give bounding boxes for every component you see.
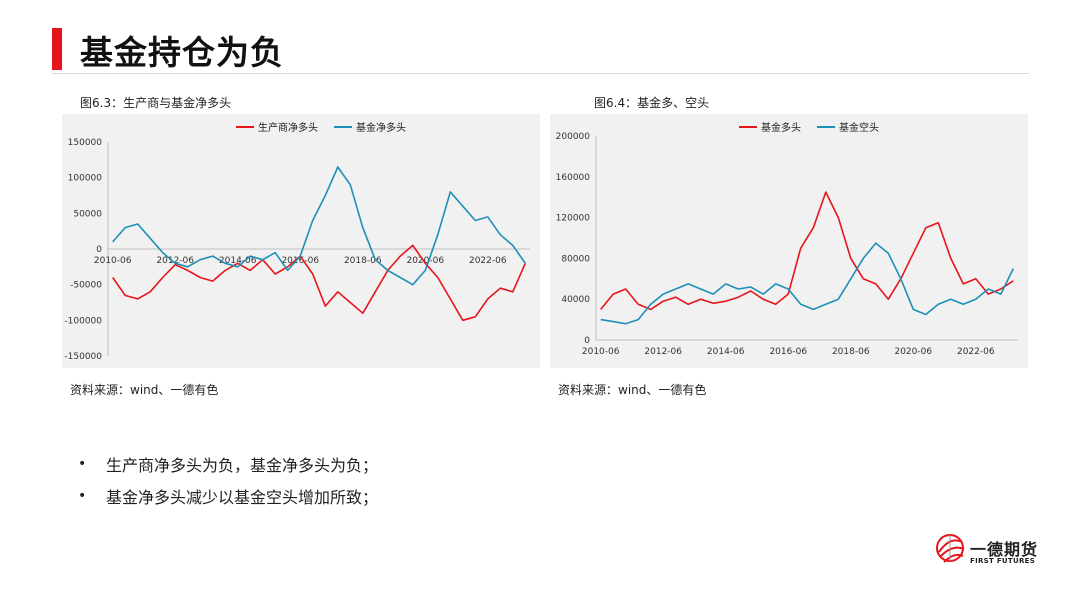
series-line: [600, 191, 1014, 311]
bullet-text: 基金净多头减少以基金空头增加所致；: [106, 488, 379, 507]
y-tick-label: 50000: [73, 209, 102, 219]
x-tick-label: 2018-06: [344, 256, 382, 266]
legend-label: 基金多头: [761, 121, 801, 134]
x-tick-label: 2014-06: [707, 347, 745, 357]
page-title: 基金持仓为负: [80, 33, 284, 72]
x-tick-label: 2020-06: [894, 347, 932, 357]
bullet-list: • 生产商净多头为负，基金净多头为负； • 基金净多头减少以基金空头增加所致；: [78, 448, 378, 512]
x-tick-label: 2014-06: [219, 256, 257, 266]
x-tick-label: 2022-06: [469, 256, 507, 266]
x-tick-label: 2010-06: [582, 347, 620, 357]
series-line: [600, 242, 1015, 325]
series-line: [112, 244, 527, 322]
y-tick-label: 0: [584, 336, 590, 346]
bullet-item: • 生产商净多头为负，基金净多头为负；: [78, 448, 378, 480]
x-tick-label: 2020-06: [406, 256, 444, 266]
y-tick-label: 200000: [556, 132, 591, 142]
x-tick-label: 2012-06: [156, 256, 194, 266]
x-tick-label: 2018-06: [832, 347, 870, 357]
x-tick-label: 2010-06: [94, 256, 132, 266]
y-tick-label: 150000: [68, 138, 103, 148]
bullet-dot-icon: •: [78, 488, 87, 504]
logo-chinese-name: 一德期货: [970, 540, 1039, 559]
y-tick-label: -50000: [70, 281, 102, 291]
logo-globe-icon: [936, 534, 965, 563]
y-tick-label: 40000: [561, 295, 590, 305]
y-tick-label: 0: [96, 245, 102, 255]
y-tick-label: 160000: [556, 173, 591, 183]
y-tick-label: -100000: [64, 316, 102, 326]
legend-label: 生产商净多头: [258, 121, 318, 134]
right-chart-source: 资料来源：wind、一德有色: [558, 383, 707, 397]
title-accent-bar: [52, 28, 62, 70]
right-chart-caption: 图6.4：基金多、空头: [594, 96, 710, 110]
y-tick-label: 120000: [556, 214, 591, 224]
legend-label: 基金空头: [839, 121, 879, 134]
x-tick-label: 2016-06: [281, 256, 319, 266]
y-tick-label: 100000: [68, 174, 103, 184]
y-tick-label: -150000: [64, 352, 102, 362]
series-line: [112, 166, 526, 286]
bullet-item: • 基金净多头减少以基金空头增加所致；: [78, 480, 378, 512]
legend-label: 基金净多头: [356, 121, 406, 134]
x-tick-label: 2022-06: [957, 347, 995, 357]
bullet-text: 生产商净多头为负，基金净多头为负；: [106, 456, 379, 475]
x-tick-label: 2016-06: [769, 347, 807, 357]
left-chart: 150000 100000 50000 0 -50000 -100000 -150000 20…: [62, 114, 540, 368]
y-tick-label: 80000: [561, 254, 590, 264]
left-chart-svg: 150000 100000 50000 0 -50000 -100000 -150000 20…: [64, 121, 530, 362]
right-chart: 200000 160000 120000 80000 40000 0 2010-06 2012…: [550, 114, 1028, 368]
left-chart-source: 资料来源：wind、一德有色: [70, 383, 219, 397]
left-chart-caption: 图6.3：生产商与基金净多头: [80, 96, 232, 110]
title-divider: [52, 73, 1029, 74]
company-logo: 一德期货 FIRST FUTURES: [934, 530, 1044, 570]
logo-english-name: FIRST FUTURES: [970, 557, 1036, 565]
bullet-dot-icon: •: [78, 456, 87, 472]
x-tick-label: 2012-06: [644, 347, 682, 357]
